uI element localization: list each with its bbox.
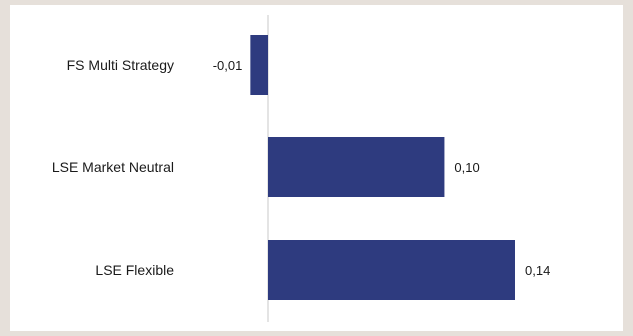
bar-2 bbox=[268, 240, 515, 300]
bar-1 bbox=[268, 137, 445, 197]
value-label-2: 0,14 bbox=[525, 263, 550, 278]
bar-0 bbox=[250, 35, 268, 95]
category-label-0: FS Multi Strategy bbox=[67, 57, 174, 73]
value-label-1: 0,10 bbox=[454, 160, 479, 175]
chart-card: FS Multi Strategy -0,01 LSE Market Neutral… bbox=[10, 5, 623, 331]
value-label-0: -0,01 bbox=[213, 58, 243, 73]
category-label-1: LSE Market Neutral bbox=[52, 159, 174, 175]
bar-chart: FS Multi Strategy -0,01 LSE Market Neutral… bbox=[52, 15, 550, 322]
category-label-2: LSE Flexible bbox=[95, 262, 174, 278]
